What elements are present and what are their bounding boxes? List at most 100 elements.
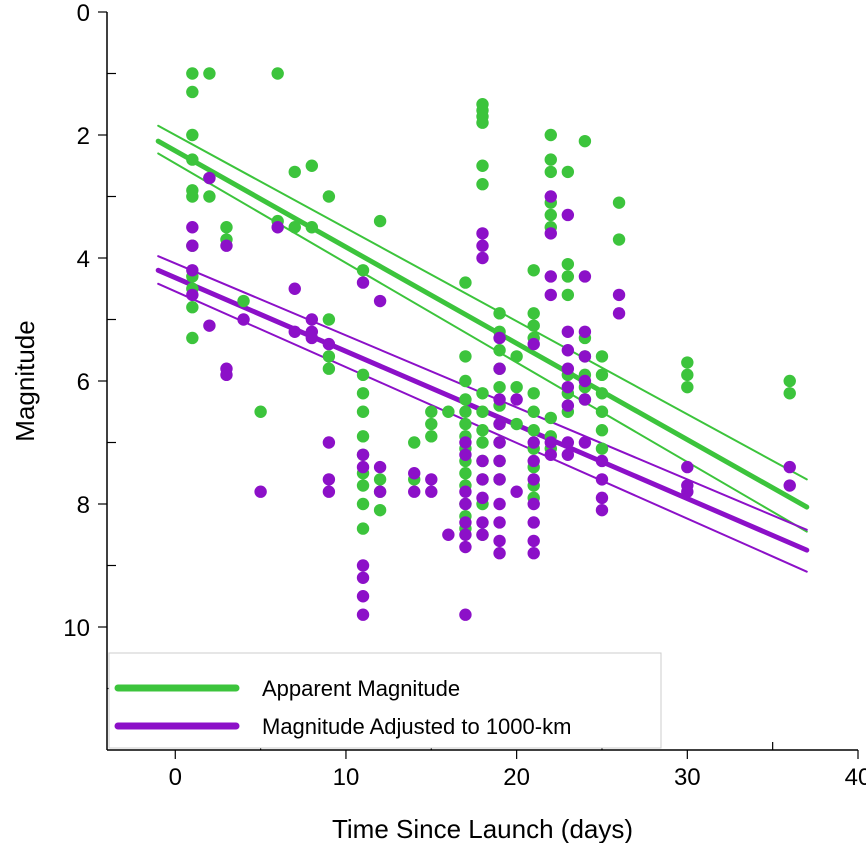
data-point-series-1 [186,221,199,234]
y-tick-label: 0 [77,0,90,27]
data-point-series-0 [356,368,370,382]
data-point-series-1 [220,239,233,252]
data-point-series-0 [783,387,796,400]
data-point-series-1 [561,380,575,394]
data-point-series-0 [288,165,301,179]
data-point-series-0 [476,178,489,191]
data-point-series-1 [493,436,506,449]
data-point-series-0 [476,387,489,400]
legend-label-adjusted: Magnitude Adjusted to 1000-km [262,714,571,739]
data-point-series-1 [510,485,523,498]
data-point-series-1 [578,436,592,449]
x-tick-label: 10 [333,764,360,791]
confidence-upper-line-0 [157,152,808,533]
data-point-series-0 [254,405,267,418]
data-point-series-0 [544,411,557,425]
data-point-series-0 [356,479,370,492]
data-point-series-1 [305,331,319,345]
data-point-series-1 [373,294,387,308]
data-point-series-0 [356,430,370,443]
data-point-series-0 [595,424,609,437]
data-point-series-0 [459,350,472,363]
data-point-series-1 [493,547,506,560]
x-tick-label: 0 [169,764,182,791]
data-point-series-1 [408,467,421,480]
data-point-series-0 [186,85,199,99]
data-point-series-1 [373,485,387,498]
data-point-series-1 [595,491,609,505]
data-point-series-1 [459,540,472,554]
data-point-series-0 [459,467,472,480]
data-point-series-1 [527,454,540,468]
data-point-series-0 [544,128,557,142]
data-point-series-1 [356,276,370,289]
data-point-series-0 [305,159,319,172]
data-point-series-1 [459,436,472,449]
data-point-series-0 [305,221,319,234]
x-tick-label: 40 [845,764,866,791]
data-point-series-0 [595,350,609,363]
data-point-series-1 [356,590,370,603]
data-point-series-0 [322,362,336,375]
data-point-series-1 [425,485,438,498]
data-point-series-1 [493,362,506,375]
data-point-series-0 [595,405,609,418]
data-point-series-0 [271,67,284,80]
data-point-series-0 [783,374,796,388]
y-tick-label: 8 [77,492,90,519]
data-point-series-0 [595,368,609,382]
data-point-series-0 [527,319,540,332]
y-tick-label: 10 [63,615,90,642]
data-point-series-1 [237,313,250,326]
data-point-series-1 [578,270,592,283]
data-point-series-1 [561,436,575,449]
data-point-series-1 [476,454,489,468]
data-point-series-1 [578,374,592,388]
data-point-series-1 [578,350,592,363]
data-point-series-0 [356,497,370,511]
data-point-series-1 [783,479,796,492]
data-point-series-1 [476,251,489,265]
data-point-series-1 [425,473,438,486]
data-point-series-1 [459,516,472,529]
data-point-series-0 [681,380,694,394]
data-point-series-1 [373,460,387,474]
data-point-series-0 [356,387,370,400]
data-point-series-1 [493,497,506,511]
data-point-series-1 [203,171,216,185]
data-point-series-1 [476,528,489,541]
data-point-series-1 [476,516,489,529]
y-tick-label: 4 [77,246,90,273]
data-point-series-1 [493,454,506,468]
data-point-series-0 [186,128,199,142]
data-point-series-0 [476,424,489,437]
data-point-series-1 [322,473,336,486]
data-point-series-0 [186,67,199,80]
data-point-series-1 [561,325,575,338]
data-point-series-0 [186,331,199,345]
data-point-series-0 [544,165,557,179]
data-point-series-1 [527,547,540,560]
data-point-series-0 [442,405,455,418]
x-tick-label: 20 [503,764,530,791]
data-point-series-0 [356,405,370,418]
data-point-series-1 [612,288,626,302]
data-point-series-0 [322,190,336,203]
data-point-series-0 [493,307,506,320]
data-point-series-1 [527,516,540,529]
data-point-series-0 [237,294,250,308]
data-point-series-0 [322,313,336,326]
data-point-series-1 [595,503,609,517]
data-point-series-0 [459,405,472,418]
data-point-series-1 [408,485,421,498]
data-point-series-1 [476,239,489,252]
x-axis-label: Time Since Launch (days) [332,814,633,843]
data-point-series-0 [561,165,575,179]
data-point-series-0 [186,190,199,203]
data-point-series-0 [527,307,540,320]
data-point-series-0 [561,288,575,302]
data-point-series-1 [356,608,370,621]
data-point-series-0 [356,264,370,277]
data-point-series-0 [612,233,626,246]
